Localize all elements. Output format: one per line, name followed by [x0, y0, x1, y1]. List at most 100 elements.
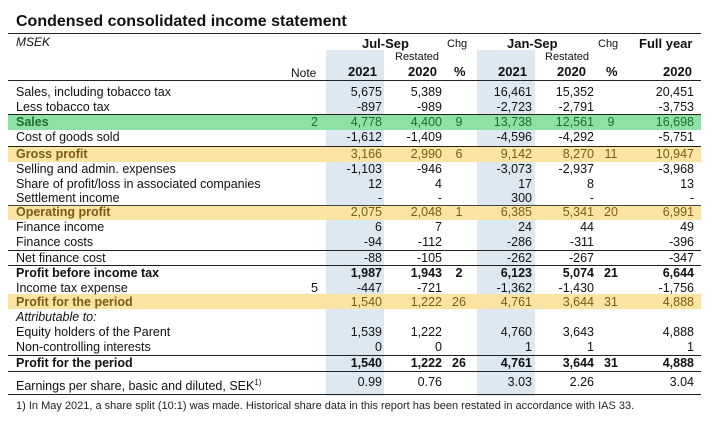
column-shade-jan-sep-2021 [477, 50, 535, 396]
header-restated-y: Restated [545, 51, 590, 63]
cell-fy: -3,753 [658, 100, 694, 114]
cell-fy: 4,888 [662, 356, 694, 370]
cell-y20: - [589, 191, 594, 205]
cell-y20: -1,430 [558, 281, 594, 295]
cell-q21: 1,540 [350, 356, 382, 370]
cell-y21: -1,362 [496, 281, 532, 295]
column-shade-jul-sep-2021 [326, 50, 384, 396]
operating-profit-highlight [8, 205, 701, 220]
cell-q20: 4 [435, 177, 442, 191]
row-label: Earnings per share, basic and diluted, S… [16, 378, 262, 394]
cell-y21: 16,461 [493, 85, 532, 99]
cell-y21: -3,073 [496, 162, 532, 176]
cell-fy: -5,751 [658, 130, 694, 144]
cell-y20: -2,937 [558, 162, 594, 176]
cell-q20: 2,048 [410, 205, 442, 219]
header-y-2020: 2020 [557, 64, 586, 79]
header-note: Note [291, 66, 317, 80]
cell-y20: -4,292 [558, 130, 594, 144]
cell-q20: 1,222 [410, 295, 442, 309]
cell-q20: -946 [416, 162, 442, 176]
cell-q21: -447 [356, 281, 382, 295]
cell-y20: 2.26 [569, 375, 594, 389]
cell-y21: 4,761 [500, 356, 532, 370]
header-divider [8, 80, 701, 81]
cell-y21: 300 [511, 191, 532, 205]
cell-y21: 17 [518, 177, 532, 191]
cell-y21: 4,761 [500, 295, 532, 309]
header-q-2020: 2020 [408, 64, 437, 79]
cell-note: 2 [311, 115, 318, 129]
cell-fy: 1 [687, 340, 694, 354]
row-label: Finance costs [16, 235, 94, 249]
cell-fy: 4,888 [662, 295, 694, 309]
cell-q21: 2,075 [350, 205, 382, 219]
table-row: Non-controlling interests 0 0 1 1 1 [0, 340, 717, 355]
table-row: Settlement income - - 300 - - [0, 191, 717, 206]
cell-y21: 13,738 [493, 115, 532, 129]
row-label: Equity holders of the Parent [16, 325, 171, 339]
table-row: Finance income 6 7 24 44 49 [0, 220, 717, 235]
cell-q21: 4,778 [350, 115, 382, 129]
cell-y20: -267 [568, 251, 594, 265]
cell-y20: 5,341 [562, 205, 594, 219]
header-full-year: Full year [639, 36, 693, 51]
cell-ychg: 11 [604, 147, 618, 161]
row-label: Profit for the period [16, 295, 133, 309]
cell-q21: 5,675 [350, 85, 382, 99]
cell-q21: - [377, 191, 382, 205]
row-label: Less tobacco tax [16, 100, 110, 114]
row-label: Finance income [16, 220, 105, 234]
cell-q20: 1,222 [410, 356, 442, 370]
cell-y20: 5,074 [562, 266, 594, 280]
table-row: Income tax expense 5 -447 -721 -1,362 -1,430 -… [0, 281, 717, 296]
header-fy-2020: 2020 [663, 64, 692, 79]
cell-q21: 3,166 [350, 147, 382, 161]
cell-y20: 8,270 [562, 147, 594, 161]
cell-q20: -105 [416, 251, 442, 265]
cell-ychg: 31 [604, 295, 618, 309]
cell-fy: 13 [680, 177, 694, 191]
cell-y21: 1 [525, 340, 532, 354]
cell-fy: -1,756 [658, 281, 694, 295]
row-label: Sales [16, 115, 49, 129]
divider-bottom [8, 394, 701, 395]
cell-y21: -4,596 [496, 130, 532, 144]
cell-q20: 2,990 [410, 147, 442, 161]
table-row: Less tobacco tax -897 -989 -2,723 -2,791 -3,7… [0, 100, 717, 115]
profit-period-highlight [8, 294, 701, 309]
cell-fy: 4,888 [662, 325, 694, 339]
cell-y20: 12,561 [555, 115, 594, 129]
cell-y21: 6,385 [500, 205, 532, 219]
header-y-pct: % [606, 64, 618, 79]
cell-fy: 10,947 [655, 147, 694, 161]
cell-q21: -1,612 [346, 130, 382, 144]
header-y-2021: 2021 [498, 64, 527, 79]
table-row: Gross profit 3,166 2,990 6 9,142 8,270 11 10,94… [0, 147, 717, 162]
divider-profit-2 [8, 355, 701, 356]
cell-ychg: 20 [604, 205, 618, 219]
cell-y21: 9,142 [500, 147, 532, 161]
cell-q20: - [437, 191, 442, 205]
cell-y21: 4,760 [500, 325, 532, 339]
cell-fy: 3.04 [669, 375, 694, 389]
cell-q20: -721 [416, 281, 442, 295]
row-label: Income tax expense [16, 281, 128, 295]
cell-q21: 1,540 [350, 295, 382, 309]
cell-q21: -88 [363, 251, 382, 265]
cell-q21: 1,987 [350, 266, 382, 280]
cell-q20: -1,409 [406, 130, 442, 144]
cell-q20: -112 [417, 235, 442, 249]
table-row: Attributable to: [0, 310, 717, 325]
cell-q21: 0.99 [357, 375, 382, 389]
cell-y20: 15,352 [555, 85, 594, 99]
cell-qchg: 9 [455, 115, 463, 129]
cell-q21: -94 [363, 235, 382, 249]
cell-q21: 0 [375, 340, 382, 354]
footnote: 1) In May 2021, a share split (10:1) was… [16, 400, 635, 412]
cell-qchg: 26 [452, 356, 466, 370]
cell-ychg: 21 [604, 266, 618, 280]
header-jan-sep: Jan-Sep [507, 36, 558, 51]
cell-note: 5 [311, 281, 318, 295]
cell-y20: 8 [587, 177, 594, 191]
